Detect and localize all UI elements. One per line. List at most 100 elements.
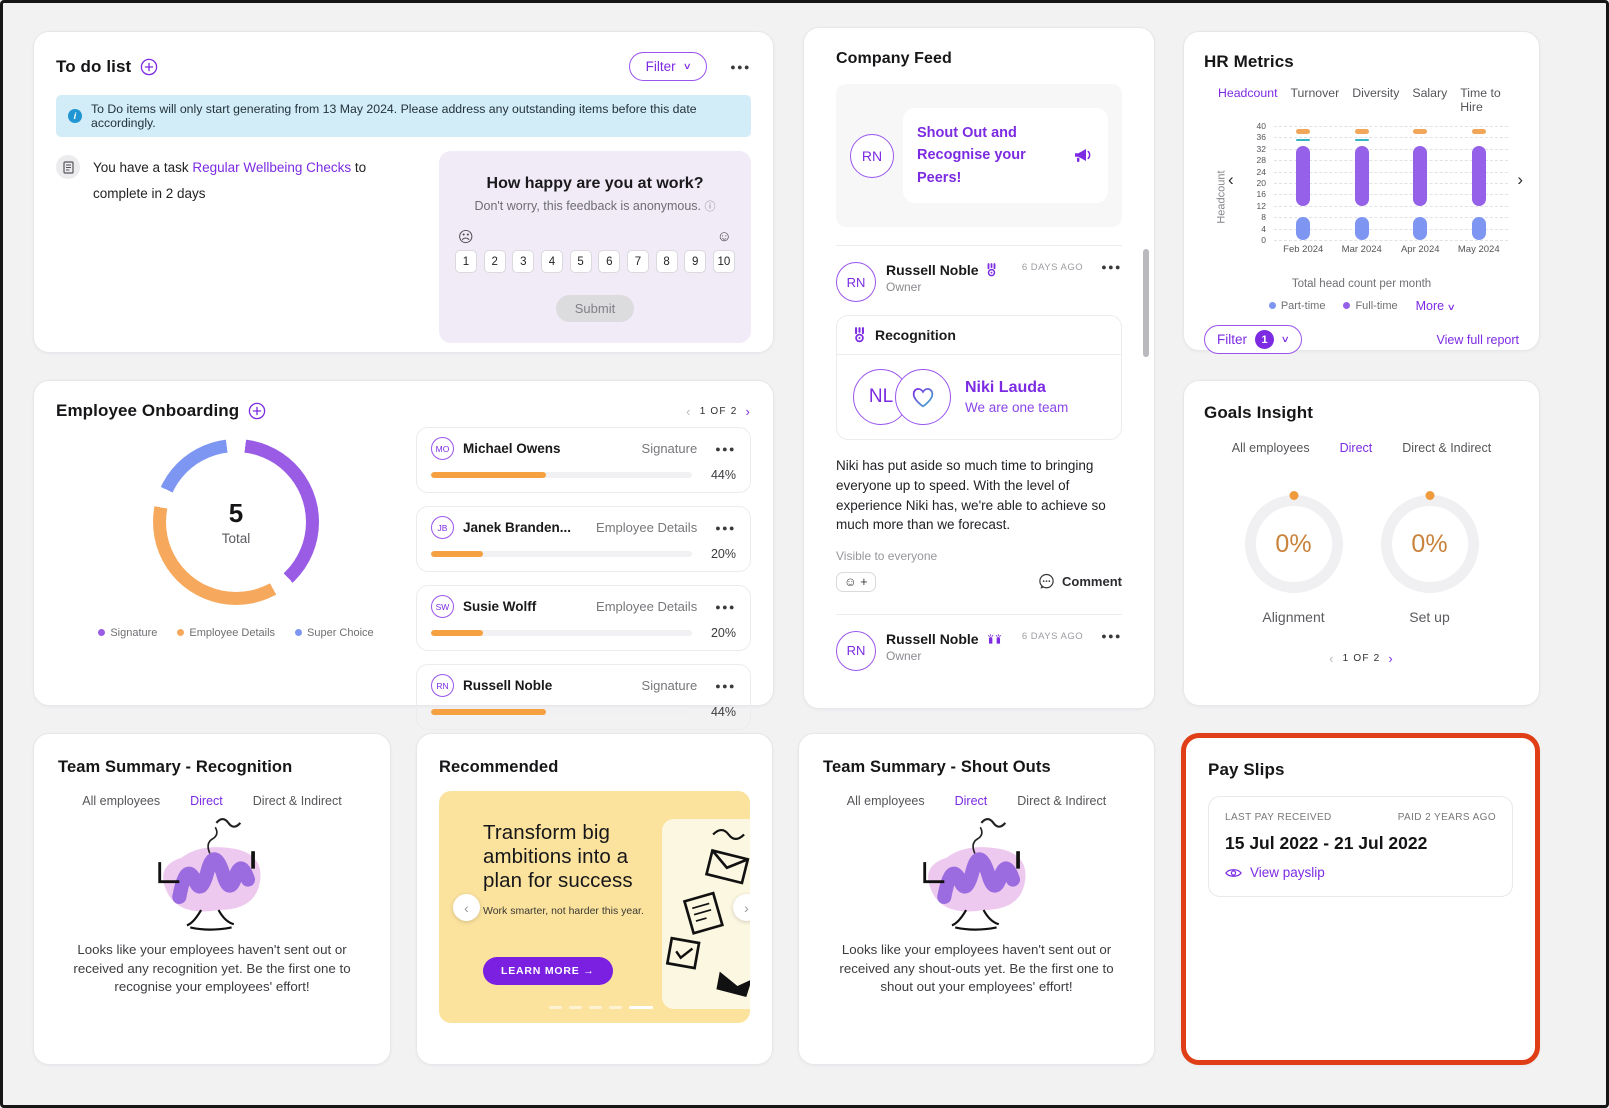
avatar: RN: [836, 262, 876, 303]
post-author-name[interactable]: Russell Noble: [886, 630, 979, 647]
view-payslip-link[interactable]: View payslip: [1225, 865, 1496, 880]
banner-subtext: Work smarter, not harder this year.: [483, 904, 644, 917]
legend-employee-details: Employee Details: [177, 627, 275, 639]
onboarding-pagination: ‹ 1 OF 2 ›: [686, 404, 751, 419]
post-author-name[interactable]: Russell Noble: [886, 262, 979, 279]
tab-direct[interactable]: Direct: [954, 794, 988, 808]
tab-direct-indirect[interactable]: Direct & Indirect: [1402, 441, 1492, 455]
happiness-score-6[interactable]: 6: [598, 250, 621, 273]
legend-part-time: Part-time: [1268, 300, 1325, 312]
submit-button[interactable]: Submit: [555, 295, 635, 322]
hr-bar: [1354, 145, 1369, 206]
prev-page-icon[interactable]: ‹: [1329, 651, 1335, 666]
happiness-scale: 1 2 3 4 5 6 7 8 9 10: [455, 250, 735, 273]
hr-marker: [1296, 139, 1311, 142]
onboarding-donut-chart: 5 Total: [153, 439, 319, 605]
happiness-score-1[interactable]: 1: [455, 250, 477, 273]
todo-task-text: You have a task Regular Wellbeing Checks…: [93, 160, 367, 201]
row-more-icon[interactable]: ●●●: [715, 522, 736, 533]
carousel-dots[interactable]: [549, 1006, 653, 1009]
tab-direct[interactable]: Direct: [1339, 441, 1373, 455]
avatar: RN: [431, 674, 454, 697]
employee-row[interactable]: MO Michael Owens Signature ●●● 44%: [416, 427, 751, 493]
goals-insight-card: Goals Insight All employees Direct Direc…: [1183, 380, 1540, 706]
tab-diversity[interactable]: Diversity: [1352, 86, 1400, 100]
row-more-icon[interactable]: ●●●: [715, 443, 736, 454]
tab-direct[interactable]: Direct: [190, 794, 223, 808]
tab-headcount[interactable]: Headcount: [1218, 86, 1278, 100]
chart-next-icon[interactable]: ›: [1517, 170, 1523, 189]
legend-super-choice: Super Choice: [295, 627, 374, 639]
recognition-recipient-name[interactable]: Niki Lauda: [965, 379, 1046, 397]
next-page-icon[interactable]: ›: [745, 403, 751, 419]
carousel-next-button[interactable]: ›: [733, 894, 750, 921]
tab-salary[interactable]: Salary: [1412, 86, 1448, 100]
hr-bar: [1471, 217, 1486, 240]
todo-task-item[interactable]: You have a task Regular Wellbeing Checks…: [56, 151, 423, 343]
progress-percent: 44%: [710, 705, 736, 719]
shoutout-promo[interactable]: RN Shout Out and Recognise your Peers!: [836, 84, 1122, 228]
happiness-score-8[interactable]: 8: [655, 250, 678, 273]
employee-row[interactable]: RN Russell Noble Signature ●●● 44%: [416, 664, 751, 730]
avatar: RN: [836, 630, 876, 671]
todo-more-icon[interactable]: ●●●: [730, 61, 751, 72]
post-author-role: Owner: [886, 648, 922, 663]
tab-all-employees[interactable]: All employees: [1231, 441, 1310, 455]
promo-banner[interactable]: Transform big ambitions into a plan for …: [439, 791, 750, 1023]
happiness-score-10[interactable]: 10: [712, 250, 735, 273]
hr-bar: [1471, 145, 1486, 206]
tab-all-employees[interactable]: All employees: [82, 794, 161, 808]
team-shoutouts-card: Team Summary - Shout Outs All employees …: [798, 733, 1155, 1065]
next-page-icon[interactable]: ›: [1388, 651, 1394, 666]
add-todo-icon[interactable]: [140, 58, 158, 76]
info-icon: i: [68, 109, 82, 123]
team-recognition-title: Team Summary - Recognition: [58, 758, 293, 776]
banner-heading: Transform big ambitions into a plan for …: [483, 821, 633, 893]
happiness-score-9[interactable]: 9: [684, 250, 707, 273]
happiness-score-5[interactable]: 5: [569, 250, 592, 273]
employee-name: Russell Noble: [463, 678, 553, 693]
post-more-icon[interactable]: ●●●: [1101, 262, 1122, 273]
legend-more-dropdown[interactable]: More ∨: [1415, 299, 1456, 313]
pay-slips-card: Pay Slips LAST PAY RECEIVED PAID 2 YEARS…: [1181, 733, 1540, 1065]
hr-metrics-title: HR Metrics: [1204, 52, 1294, 71]
task-link[interactable]: Regular Wellbeing Checks: [192, 160, 352, 175]
chart-prev-icon[interactable]: ‹: [1228, 170, 1234, 189]
prev-page-icon[interactable]: ‹: [686, 403, 692, 419]
happiness-score-2[interactable]: 2: [483, 250, 506, 273]
empty-state-illustration: [58, 812, 366, 939]
goals-title: Goals Insight: [1204, 403, 1313, 422]
employee-row[interactable]: JB Janek Branden... Employee Details ●●●…: [416, 506, 751, 572]
legend-signature: Signature: [98, 627, 157, 639]
tab-direct-indirect[interactable]: Direct & Indirect: [252, 794, 342, 808]
post-more-icon[interactable]: ●●●: [1101, 630, 1122, 641]
feed-post-header: RN Russell Noble Owner 6 DAYS AGO ●●●: [836, 262, 1122, 303]
happiness-score-4[interactable]: 4: [540, 250, 563, 273]
happiness-score-3[interactable]: 3: [512, 250, 535, 273]
row-more-icon[interactable]: ●●●: [715, 601, 736, 612]
tab-time-to-hire[interactable]: Time to Hire: [1460, 86, 1501, 114]
pay-period: 15 Jul 2022 - 21 Jul 2022: [1225, 833, 1428, 853]
megaphone-icon: [1073, 147, 1094, 164]
employee-name: Susie Wolff: [463, 599, 537, 614]
tab-all-employees[interactable]: All employees: [846, 794, 925, 808]
add-reaction-button[interactable]: ☺ +: [836, 571, 876, 592]
tab-turnover[interactable]: Turnover: [1290, 86, 1340, 100]
feed-scrollbar[interactable]: [1143, 249, 1149, 357]
hr-metrics-card: HR Metrics Headcount Turnover Diversity …: [1183, 31, 1540, 354]
row-more-icon[interactable]: ●●●: [715, 680, 736, 691]
view-full-report-link[interactable]: View full report: [1436, 332, 1519, 347]
empty-state-illustration: [823, 812, 1130, 939]
tab-direct-indirect[interactable]: Direct & Indirect: [1017, 794, 1107, 808]
add-onboarding-icon[interactable]: [248, 402, 266, 420]
learn-more-button[interactable]: LEARN MORE →: [483, 956, 613, 985]
comment-button[interactable]: Comment: [1038, 573, 1122, 590]
avatar: MO: [431, 437, 454, 460]
carousel-prev-button[interactable]: ‹: [453, 894, 480, 921]
happiness-score-7[interactable]: 7: [626, 250, 649, 273]
hr-filter-button[interactable]: Filter 1 ∨: [1204, 325, 1302, 354]
employee-row[interactable]: SW Susie Wolff Employee Details ●●● 20%: [416, 585, 751, 651]
todo-filter-button[interactable]: Filter ∨: [628, 52, 708, 81]
hr-bar: [1413, 217, 1428, 240]
